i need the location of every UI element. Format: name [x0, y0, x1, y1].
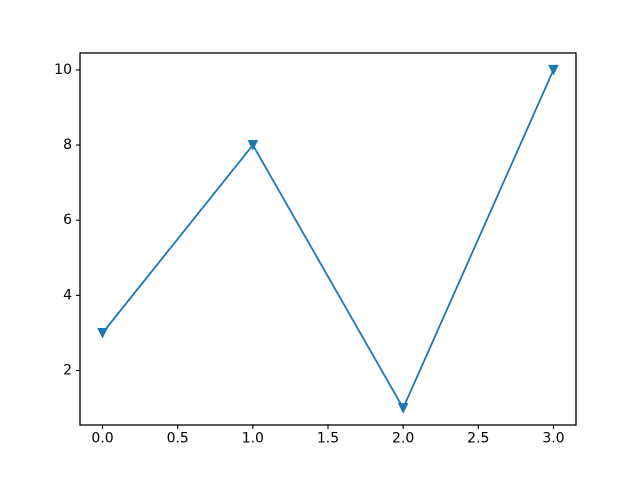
marker-group-series-0	[97, 64, 559, 414]
y-axis-tick-marks	[76, 69, 80, 372]
x-tick-label: 1.0	[242, 431, 264, 447]
y-tick-label: 4	[63, 287, 72, 303]
x-axis-tick-labels: 0.0 0.5 1.0 1.5 2.0 2.5 3.0	[91, 431, 564, 447]
x-tick-label: 0.5	[167, 431, 189, 447]
y-tick-label: 10	[54, 62, 72, 78]
data-series-group	[97, 64, 559, 414]
x-tick-label: 2.0	[392, 431, 414, 447]
x-tick-label: 0.0	[91, 431, 113, 447]
y-tick-label: 8	[63, 137, 72, 153]
data-point-marker	[397, 403, 409, 414]
y-tick-label: 6	[63, 212, 72, 228]
x-tick-label: 2.5	[467, 431, 489, 447]
y-axis-tick-labels: 2 4 6 8 10	[54, 62, 72, 379]
data-point-marker	[548, 64, 559, 76]
x-tick-label: 1.5	[317, 431, 339, 447]
data-point-marker	[97, 327, 108, 339]
data-point-marker	[247, 140, 259, 151]
y-tick-label: 2	[63, 363, 72, 379]
x-axis-tick-marks	[101, 425, 555, 429]
axes-background	[80, 53, 576, 425]
x-tick-label: 3.0	[542, 431, 564, 447]
line-series-0	[101, 69, 555, 409]
